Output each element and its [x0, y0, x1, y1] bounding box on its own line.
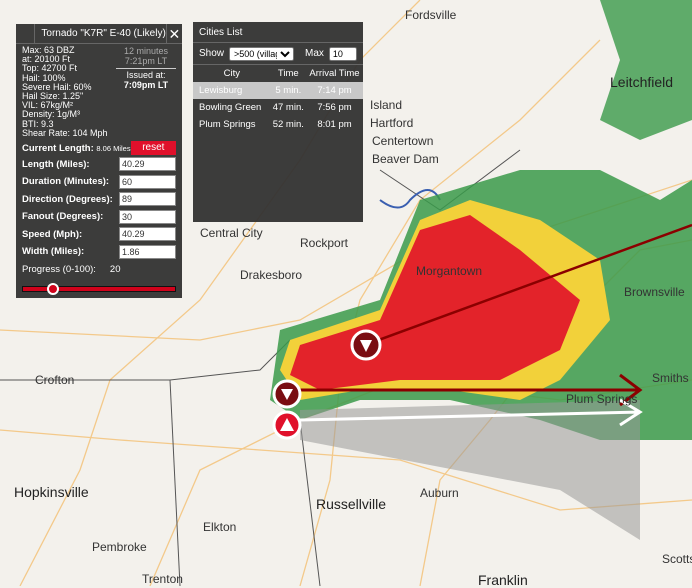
max-input[interactable] — [328, 46, 357, 61]
field-label: Fanout (Degrees): — [22, 211, 104, 222]
field-label: Speed (Mph): — [22, 228, 83, 240]
progress-label: Progress (0-100): — [22, 264, 96, 275]
city-label: Morgantown — [416, 264, 483, 278]
storm-info-panel: Tornado "K7R" E-40 (Likely) ✕ Max: 63 DBZ… — [16, 23, 182, 298]
city-label: Scotts — [662, 552, 692, 566]
show-label: Show — [199, 48, 225, 59]
city-label: Plum Springs — [566, 392, 638, 406]
field-row: Fanout (Degrees): 30 — [22, 209, 176, 224]
field-input[interactable]: 40.29 — [119, 157, 176, 171]
stat-line: VIL: 67kg/M² — [22, 100, 74, 111]
max-label: Max — [305, 48, 324, 59]
stat-line: Top: 42700 Ft — [22, 63, 78, 74]
column-header[interactable]: Time — [277, 68, 299, 79]
city-label: Pembroke — [92, 540, 147, 554]
field-input[interactable]: 60 — [119, 174, 176, 189]
stat-line: Severe Hail: 60% — [22, 81, 92, 92]
issued-time: 7:09pm LT — [123, 79, 169, 90]
field-label: Duration (Minutes): — [22, 176, 110, 187]
stat-line: BTI: 9.3 — [22, 118, 54, 129]
city-label: Island — [370, 98, 403, 112]
city-label: Beaver Dam — [372, 152, 439, 166]
city-name: Plum Springs — [199, 119, 256, 130]
city-label: Hopkinsville — [14, 484, 89, 500]
stat-line: Hail: 100% — [22, 72, 66, 83]
track-arrow — [290, 373, 643, 407]
progress-slider[interactable] — [22, 283, 176, 295]
city-label: Centertown — [372, 134, 434, 148]
city-label: Drakesboro — [240, 268, 303, 282]
arrival-time: 7:14 pm — [306, 82, 363, 99]
field-input[interactable]: 30 — [119, 209, 176, 224]
city-label: Auburn — [420, 486, 459, 500]
current-length-label: Current Length: — [22, 142, 94, 154]
storm-age: 12 minutes — [123, 46, 169, 56]
field-row: Duration (Minutes): 60 — [22, 174, 176, 189]
cities-title: Cities List — [193, 22, 363, 43]
city-label: Fordsville — [405, 8, 457, 22]
column-header[interactable]: Arrival Time — [309, 68, 360, 79]
field-input[interactable]: 1.86 — [119, 244, 176, 259]
city-label: Elkton — [203, 520, 237, 534]
slider-handle[interactable] — [47, 283, 60, 295]
issued-info: 12 minutes 7:21pm LT Issued at: 7:09pm L… — [116, 46, 176, 90]
track-line — [364, 223, 692, 347]
arrival-time: 7:56 pm — [317, 102, 352, 113]
city-time: 5 min. — [270, 82, 306, 99]
field-input[interactable]: 40.29 — [119, 227, 176, 241]
city-label: Franklin — [478, 572, 528, 588]
city-label: Hartford — [370, 116, 414, 130]
city-label: Smiths Gr — [652, 371, 692, 385]
arrival-time: 8:01 pm — [317, 119, 352, 130]
warning-marker[interactable] — [272, 410, 302, 440]
city-label: Russellville — [316, 496, 387, 512]
column-header[interactable]: City — [223, 68, 240, 79]
field-input[interactable]: 89 — [119, 192, 176, 206]
stat-line: Hail Size: 1.25" — [22, 91, 84, 102]
tornado-marker[interactable] — [350, 329, 382, 361]
city-label: Central City — [200, 226, 263, 240]
tornado-marker[interactable] — [272, 379, 302, 409]
city-name: Bowling Green — [199, 102, 262, 113]
stat-line: Density: 1g/M³ — [22, 109, 81, 120]
city-row[interactable]: Lewisburg 5 min. 7:14 pm — [193, 82, 363, 99]
city-time: 47 min. — [272, 102, 304, 113]
storm-time: 7:21pm LT — [124, 55, 168, 66]
current-length-value: 8.06 Miles — [96, 143, 131, 153]
storm-title: Tornado "K7R" E-40 (Likely) — [41, 28, 166, 39]
city-time: 52 min. — [272, 119, 304, 130]
tornado-icon — [16, 23, 36, 44]
field-label: Direction (Degrees): — [22, 193, 113, 205]
storm-stats: Max: 63 DBZ at: 20100 Ft Top: 42700 Ft Hail… — [22, 45, 108, 138]
city-label: Rockport — [300, 236, 349, 250]
city-row[interactable]: Plum Springs 52 min. 8:01 pm — [193, 116, 363, 133]
show-select[interactable]: >500 (village) — [229, 46, 295, 61]
field-row: Length (Miles): 40.29 — [22, 157, 176, 171]
reset-button[interactable]: reset — [130, 141, 176, 155]
city-label: Trenton — [142, 572, 183, 586]
field-row: Direction (Degrees): 89 — [22, 192, 176, 206]
stat-line: Shear Rate: 104 Mph — [22, 127, 108, 138]
field-label: Width (Miles): — [22, 246, 85, 257]
storm-cone — [300, 400, 640, 540]
city-label: Leitchfield — [610, 74, 674, 90]
city-label: Crofton — [35, 373, 75, 387]
progress-value: 20 — [109, 264, 121, 275]
stat-line: at: 20100 Ft — [22, 54, 71, 65]
cities-table: City Time Arrival Time Lewisburg 5 min. 7:14 … — [193, 65, 363, 133]
field-row: Width (Miles): 1.86 — [22, 244, 176, 259]
close-button[interactable]: ✕ — [165, 23, 182, 44]
field-row: Speed (Mph): 40.29 — [22, 227, 176, 241]
cities-list-panel: Cities List Show >500 (village) Max City… — [193, 22, 363, 222]
city-name: Lewisburg — [193, 82, 271, 99]
city-row[interactable]: Bowling Green 47 min. 7:56 pm — [193, 99, 363, 116]
city-label: Brownsville — [624, 285, 685, 299]
issued-label: Issued at: — [126, 70, 166, 80]
path-line — [299, 398, 643, 427]
field-label: Length (Miles): — [22, 158, 90, 170]
stat-line: Max: 63 DBZ — [22, 45, 75, 55]
current-length: Current Length: 8.06 Miles — [22, 143, 131, 154]
